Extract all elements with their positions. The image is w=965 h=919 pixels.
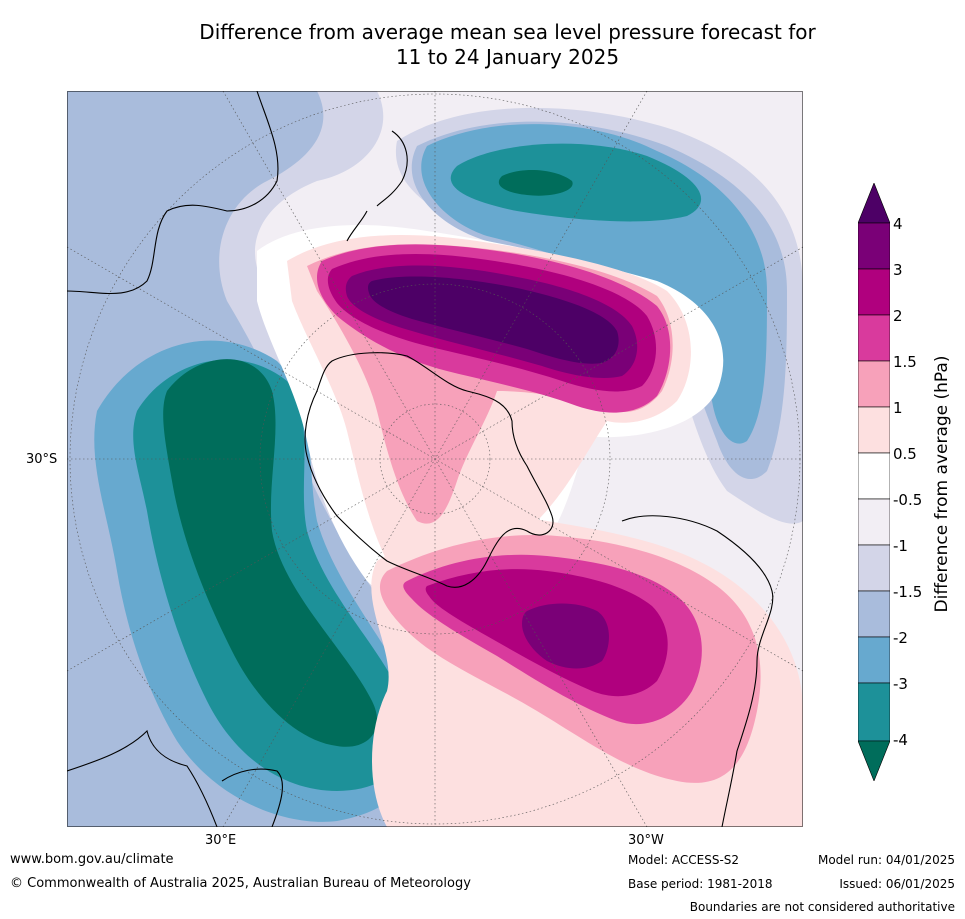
colorbar: [858, 183, 890, 781]
title-line-2: 11 to 24 January 2025: [395, 45, 620, 69]
colorbar-m1tom0p5: [858, 498, 890, 546]
antarctica-coastline: [304, 352, 554, 588]
colorbar-tick-4: 4: [893, 215, 903, 233]
new-zealand-coastline: [346, 130, 408, 242]
colorbar-tick-2: 2: [893, 307, 903, 325]
footer-website: www.bom.gov.au/climate: [10, 852, 174, 867]
negative-region-upper-right-4: [498, 169, 573, 196]
colorbar-tick-1: 1: [893, 399, 903, 417]
footer-base-period: Base period: 1981-2018: [628, 877, 773, 891]
title-line-1: Difference from average mean sea level p…: [199, 20, 816, 44]
colorbar-label: Difference from average (hPa): [932, 355, 952, 613]
madagascar-coastline: [221, 768, 283, 827]
colorbar-tick-m1p5: -1.5: [893, 583, 923, 601]
lon-label-30w: 30°W: [628, 833, 664, 848]
colorbar-2to3: [858, 268, 890, 316]
lower-positive-region-3: [522, 603, 609, 669]
colorbar-tick-0p5: 0.5: [893, 445, 917, 463]
colorbar-tick-1p5: 1.5: [893, 353, 917, 371]
colorbar-tick-m2: -2: [893, 629, 908, 647]
colorbar-tick-m1: -1: [893, 537, 908, 555]
negative-region-upper-right-3: [450, 143, 702, 222]
colorbar-0p5to1: [858, 406, 890, 454]
africa-coastline: [67, 729, 218, 827]
colorbar-m4tom3: [858, 682, 890, 742]
colorbar-tick-m0p5: -0.5: [893, 491, 923, 509]
south-america-coastline: [621, 515, 774, 827]
australia-coastline: [67, 91, 279, 295]
map-svg: [67, 91, 803, 827]
lon-label-30e: 30°E: [205, 833, 237, 848]
footer-disclaimer: Boundaries are not considered authoritat…: [689, 900, 955, 914]
colorbar-tick-3: 3: [893, 261, 903, 279]
colorbar-m1p5tom1: [858, 544, 890, 592]
colorbar-min-triangle: [858, 740, 890, 781]
positive-region-4: [368, 276, 619, 364]
colorbar-1p5to2: [858, 314, 890, 362]
colorbar-tick-m3: -3: [893, 675, 908, 693]
colorbar-m3tom2: [858, 636, 890, 684]
footer-model: Model: ACCESS-S2: [628, 853, 740, 867]
negative-region-4: [163, 359, 378, 747]
colorbar-1to1p5: [858, 360, 890, 408]
lat-label-30s: 30°S: [26, 452, 58, 467]
footer-copyright: © Commonwealth of Australia 2025, Austra…: [10, 876, 471, 891]
pressure-anomaly-map: [67, 91, 803, 827]
chart-title: Difference from average mean sea level p…: [0, 20, 965, 70]
colorbar-neutral: [858, 452, 890, 500]
colorbar-3to4: [858, 222, 890, 270]
graticule: [67, 91, 803, 827]
coastlines: [67, 91, 774, 827]
footer-issued: Issued: 06/01/2025: [839, 877, 955, 891]
colorbar-m2tom1p5: [858, 590, 890, 638]
colorbar-tick-m4: -4: [893, 731, 908, 749]
colorbar-max-triangle: [858, 183, 890, 224]
footer-model-run: Model run: 04/01/2025: [817, 853, 955, 867]
